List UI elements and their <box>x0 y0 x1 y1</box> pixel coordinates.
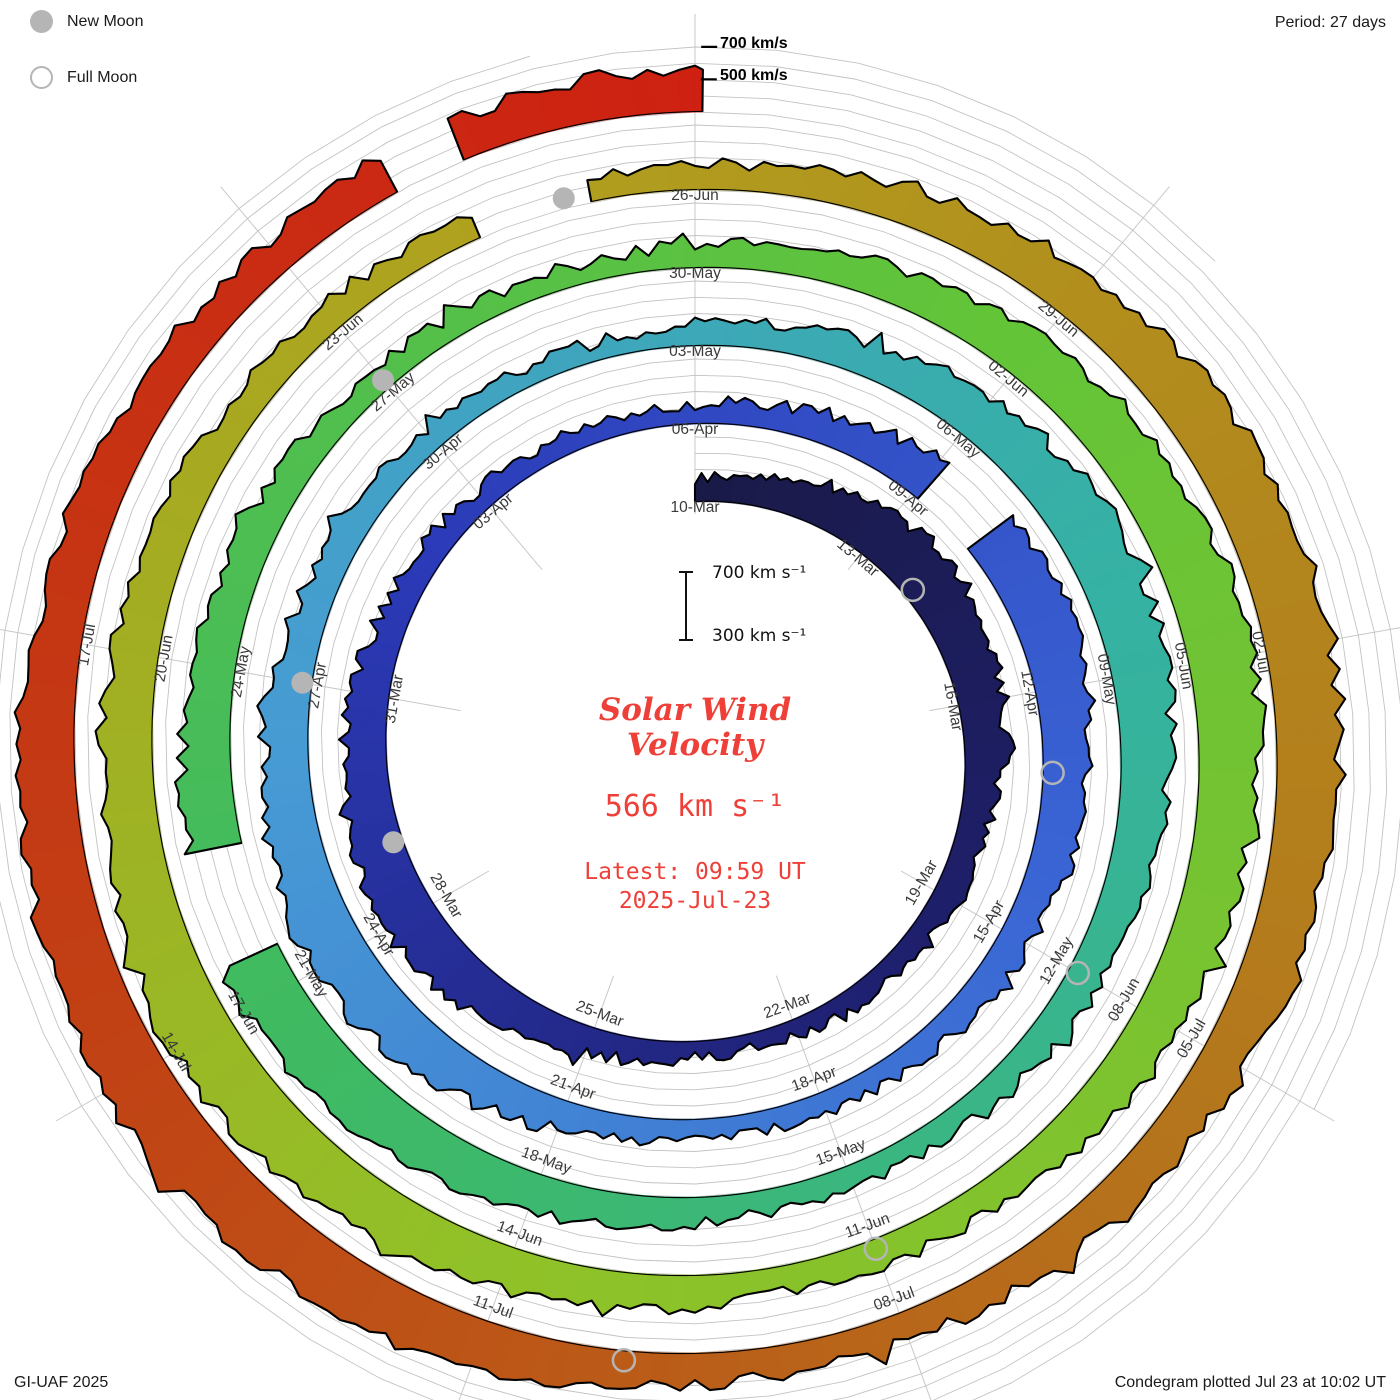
moon-marker-layer <box>291 187 1091 1373</box>
full-moon-marker <box>863 1236 889 1262</box>
date-label: 26-Jun <box>671 187 718 204</box>
legend-new-moon: New Moon <box>30 10 143 33</box>
top-scale-700: 700 km/s <box>720 35 788 52</box>
top-scale-500: 500 km/s <box>720 67 788 84</box>
grid-spoke <box>847 186 1170 571</box>
plotted-timestamp: Condegram plotted Jul 23 at 10:02 UT <box>1114 1374 1386 1391</box>
grid-spoke <box>775 975 932 1400</box>
full-moon-marker <box>611 1348 637 1373</box>
legend-full-moon: Full Moon <box>30 66 137 89</box>
latest-timestamp: Latest: 09:59 UT 2025-Jul-23 <box>584 858 806 916</box>
new-moon-label: New Moon <box>67 12 144 30</box>
new-moon-marker <box>372 369 395 392</box>
new-moon-marker <box>552 187 575 210</box>
chart-title: Solar Wind Velocity <box>599 693 791 762</box>
grid-spoke <box>900 870 1335 1122</box>
date-label: 10-Mar <box>670 499 719 516</box>
date-label: 30-May <box>669 265 721 282</box>
full-moon-marker <box>1040 760 1065 786</box>
full-moon-marker <box>900 577 926 603</box>
period-label: Period: 27 days <box>1274 14 1386 31</box>
date-label: 03-May <box>669 343 721 360</box>
grid-spiral <box>9 46 1342 1400</box>
scalebar-300-label: 300 km s⁻¹ <box>712 626 807 646</box>
latest-line2: 2025-Jul-23 <box>618 887 772 914</box>
outline-layer <box>13 45 1347 1392</box>
chart-title-line2: Velocity <box>626 726 764 763</box>
scalebar-700-label: 700 km s⁻¹ <box>712 563 807 583</box>
full-moon-icon <box>30 66 53 89</box>
velocity-fill-layer <box>14 65 1347 1392</box>
grid-spoke <box>458 975 615 1400</box>
credit-label: GI-UAF 2025 <box>14 1374 109 1391</box>
current-velocity-value: 566 km s⁻¹ <box>604 789 786 824</box>
latest-line1: Latest: 09:59 UT <box>584 859 806 885</box>
full-moon-label: Full Moon <box>67 68 138 86</box>
new-moon-marker <box>291 671 314 694</box>
chart-title-line1: Solar Wind <box>598 692 792 728</box>
date-label: 06-Apr <box>672 421 719 438</box>
full-moon-marker <box>1065 960 1091 986</box>
new-moon-marker <box>382 831 405 854</box>
new-moon-icon <box>30 10 53 33</box>
